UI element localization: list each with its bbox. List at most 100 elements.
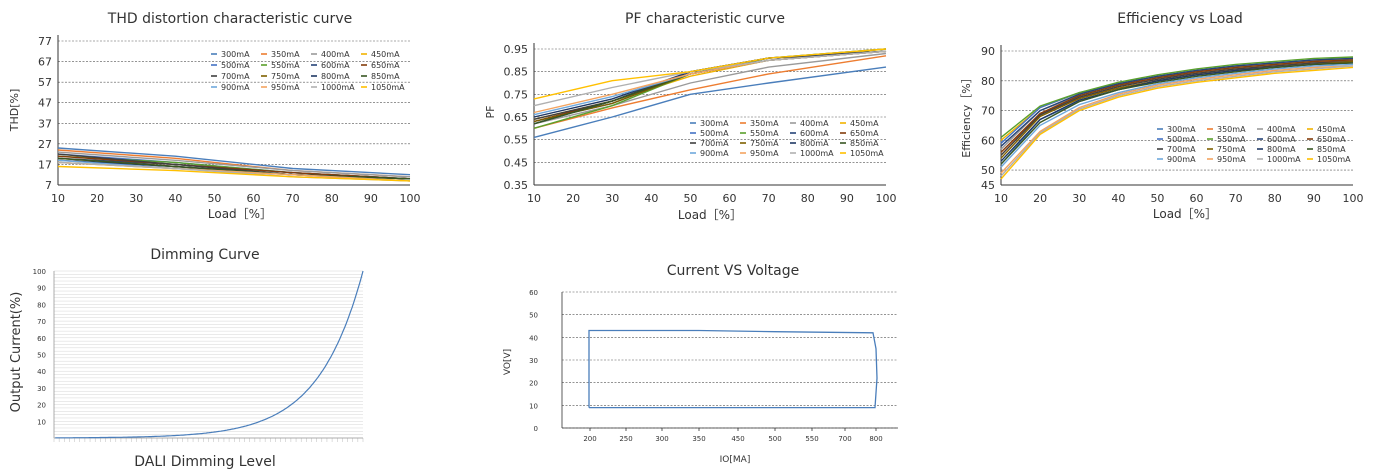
iv-y-tick: 50 [529,312,538,320]
eff-x-tick: 40 [1111,192,1125,205]
pf-legend-label: 1000mA [800,149,834,158]
eff-y-tick: 60 [981,134,995,147]
eff-x-tick: 50 [1150,192,1164,205]
eff-legend-label: 450mA [1317,125,1346,134]
eff-series-line [1000,65,1354,177]
thd-series-line [57,165,411,182]
pf-y-tick: 0.55 [504,134,529,147]
thd-legend-label: 650mA [371,61,400,70]
thd-x-tick: 70 [286,192,300,205]
eff-legend-label: 900mA [1167,155,1196,164]
thd-y-tick: 67 [38,56,52,69]
eff-x-tick: 10 [994,192,1008,205]
pf-y-tick: 0.65 [504,111,529,124]
eff-legend-label: 750mA [1217,145,1246,154]
eff-x-tick: 90 [1307,192,1321,205]
eff-legend-label: 700mA [1167,145,1196,154]
pf-x-tick: 10 [527,192,541,205]
eff-legend-label: 350mA [1217,125,1246,134]
iv-x-tick: 350 [692,435,705,443]
thd-chart-title: THD distortion characteristic curve [107,11,352,27]
pf-y-tick: 0.95 [504,43,529,56]
thd-legend-label: 350mA [271,50,300,59]
eff-legend-label: 950mA [1217,155,1246,164]
dim-y-tick: 70 [37,318,46,326]
iv-chart-title: Current VS Voltage [667,263,799,279]
thd-series-line [57,151,411,178]
pf-y-label: PF [484,106,497,119]
thd-x-tick: 100 [400,192,421,205]
thd-legend-label: 900mA [221,83,250,92]
pf-legend-label: 850mA [850,139,879,148]
pf-x-tick: 90 [840,192,854,205]
eff-series-line [1000,56,1354,138]
eff-x-tick: 60 [1190,192,1204,205]
pf-legend-label: 450mA [850,119,879,128]
pf-series-line [533,50,887,114]
dim-y-tick: 20 [37,402,46,410]
pf-x-tick: 70 [762,192,776,205]
eff-x-tick: 100 [1343,192,1364,205]
pf-series-line [533,48,887,129]
eff-x-label: Load［%］ [1153,207,1217,221]
pf-legend-label: 750mA [750,139,779,148]
thd-x-tick: 10 [51,192,65,205]
thd-x-tick: 90 [364,192,378,205]
thd-legend-label: 750mA [271,72,300,81]
pf-x-tick: 50 [683,192,697,205]
thd-series-line [57,155,411,180]
iv-y-tick: 0 [534,425,538,433]
eff-series-line [1000,57,1354,147]
thd-legend-label: 1000mA [321,83,355,92]
dim-y-tick: 50 [37,352,46,360]
thd-y-tick: 57 [38,76,52,89]
iv-series-line [588,329,878,409]
iv-y-tick: 60 [529,289,538,297]
pf-legend-label: 500mA [700,129,729,138]
thd-x-tick: 20 [90,192,104,205]
thd-x-label: Load［%］ [208,207,272,221]
thd-y-tick: 17 [38,158,52,171]
thd-legend-label: 500mA [221,61,250,70]
iv-x-tick: 450 [731,435,744,443]
pf-x-tick: 60 [723,192,737,205]
iv-x-label: IO[MA] [720,455,751,465]
pf-legend-label: 1050mA [850,149,884,158]
eff-legend-label: 550mA [1217,135,1246,144]
eff-series-line [1000,66,1354,180]
eff-legend-label: 650mA [1317,135,1346,144]
thd-x-tick: 80 [325,192,339,205]
eff-legend-label: 500mA [1167,135,1196,144]
pf-y-tick: 0.35 [504,179,529,192]
thd-legend-label: 950mA [271,83,300,92]
thd-series-line [57,147,411,176]
eff-series-line [1000,60,1354,156]
dim-chart-title: Dimming Curve [150,247,259,263]
pf-x-tick: 30 [605,192,619,205]
eff-y-tick: 45 [981,179,995,192]
pf-x-tick: 20 [566,192,580,205]
eff-x-tick: 30 [1072,192,1086,205]
pf-series-line [533,55,887,129]
eff-chart-title: Efficiency vs Load [1117,11,1243,27]
pf-legend-label: 700mA [700,139,729,148]
pf-series-line [533,52,887,125]
pf-x-tick: 80 [801,192,815,205]
eff-y-tick: 90 [981,45,995,58]
thd-x-tick: 50 [207,192,221,205]
pf-legend-label: 600mA [800,129,829,138]
thd-legend-label: 450mA [371,50,400,59]
pf-chart-title: PF characteristic curve [625,11,785,27]
iv-y-tick: 30 [529,357,538,365]
pf-legend-label: 950mA [750,149,779,158]
pf-y-tick: 0.75 [504,88,529,101]
pf-y-tick: 0.45 [504,156,529,169]
eff-legend-label: 1050mA [1317,155,1351,164]
iv-y-label: VO[V] [503,349,513,375]
dim-y-tick: 90 [37,285,46,293]
eff-legend-label: 600mA [1267,135,1296,144]
eff-legend-label: 300mA [1167,125,1196,134]
thd-series-line [57,157,411,180]
thd-series-line [57,153,411,180]
